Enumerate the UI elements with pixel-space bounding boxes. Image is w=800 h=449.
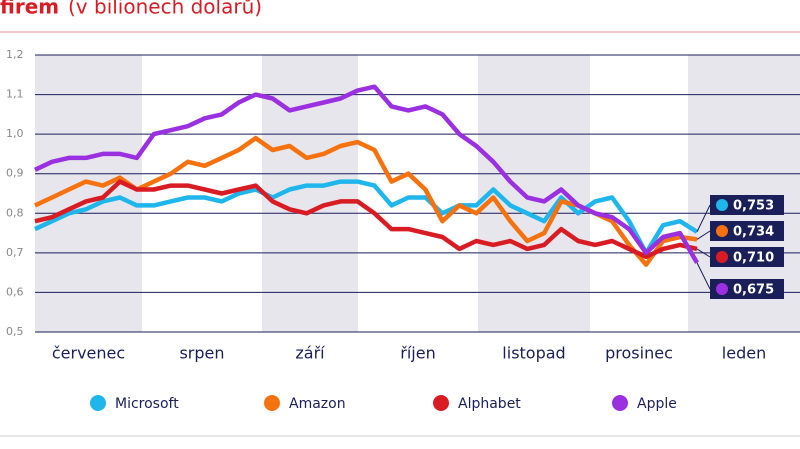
y-tick-label: 1,0 [6,127,24,140]
end-label-dot [716,251,728,263]
end-label-dot [716,225,728,237]
x-tick-label: leden [722,344,766,363]
x-tick-label: srpen [179,344,224,363]
y-tick-label: 1,2 [6,48,24,61]
connector [696,262,711,290]
connector [696,230,711,240]
legend-label: Apple [637,396,677,412]
series-line [34,179,698,260]
y-tick-label: 0,6 [6,285,24,298]
chart-title: firem [0,0,59,19]
legend-label: Microsoft [115,396,179,412]
end-label-dot [716,283,728,295]
y-tick-label: 1,1 [6,88,24,101]
end-label: 0,734 [733,225,774,240]
legend-label: Alphabet [458,396,521,412]
end-label: 0,753 [733,199,774,214]
legend-swatch [264,395,280,411]
chart-subtitle: (v bilionech dolarů) [68,0,262,19]
connector [696,204,711,233]
x-tick-label: prosinec [605,344,673,363]
x-tick-label: červenec [52,344,125,363]
x-tick-label: listopad [502,344,565,363]
legend-swatch [433,395,449,411]
x-tick-label: říjen [400,344,435,363]
series-line [34,84,699,264]
y-tick-label: 0,8 [6,206,24,219]
end-label: 0,710 [733,251,774,266]
end-label-dot [716,199,728,211]
legend-swatch [612,395,628,411]
legend-label: Amazon [289,396,346,412]
y-tick-label: 0,9 [6,167,24,180]
end-label-box [710,247,784,267]
connector [696,248,711,258]
month-band [35,55,142,332]
x-tick-label: září [295,344,325,363]
y-tick-label: 0,5 [6,325,24,338]
end-label-box [710,221,784,241]
end-label: 0,675 [733,283,774,298]
legend-swatch [90,395,106,411]
end-label-box [710,279,784,299]
end-label-box [710,195,784,215]
y-tick-label: 0,7 [6,246,24,259]
